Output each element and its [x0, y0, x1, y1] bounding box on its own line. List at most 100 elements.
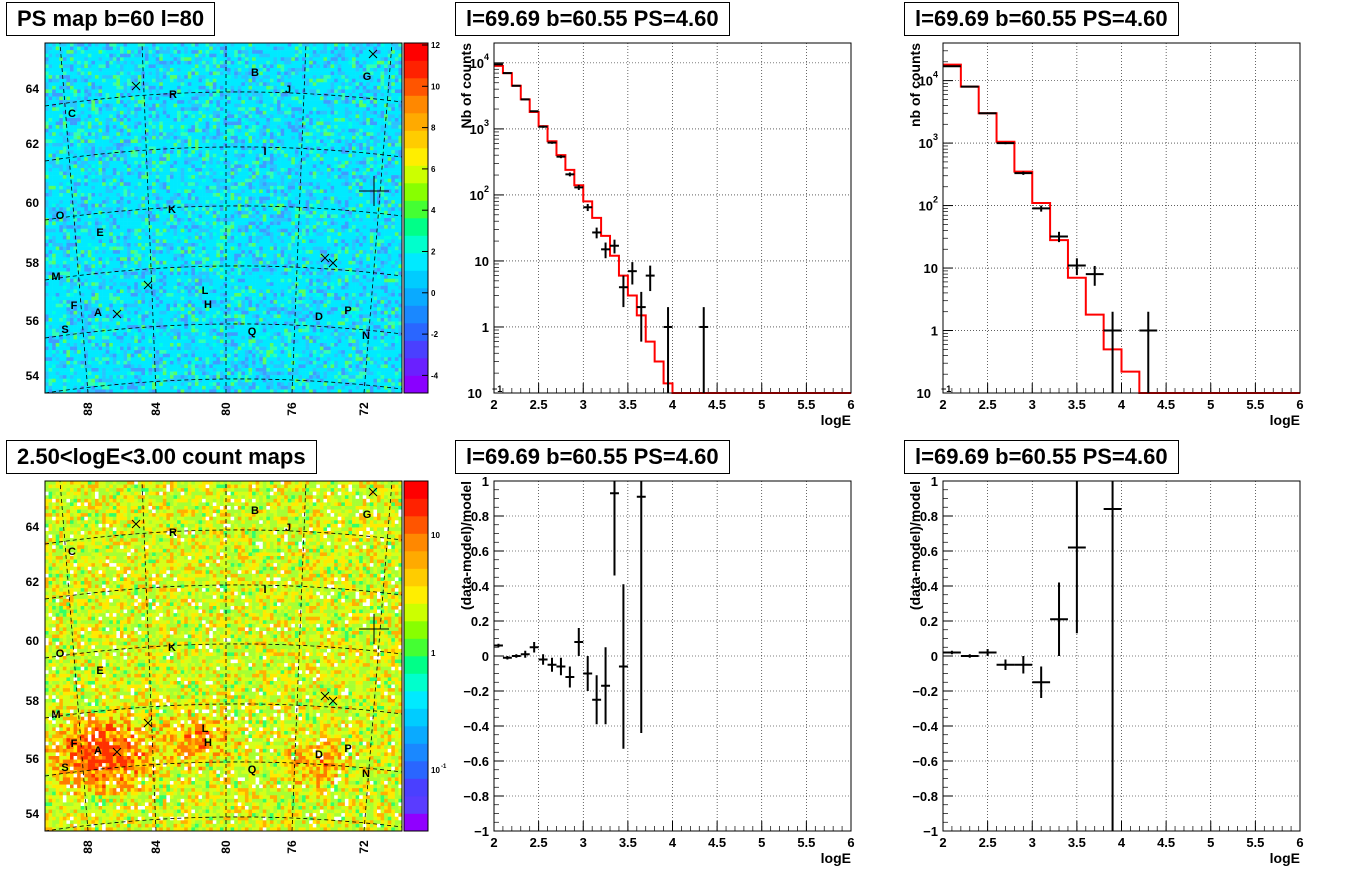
x-axis-label: logE — [1270, 850, 1300, 866]
y-tick-label: −1 — [923, 824, 938, 839]
data-point — [601, 243, 610, 259]
y-tick-label: −0.2 — [912, 684, 938, 699]
data-point — [583, 656, 592, 691]
x-tick-label: 4 — [1118, 835, 1126, 850]
y-axis-label: (data-model)/model — [458, 481, 474, 610]
source-label: J — [285, 522, 291, 534]
data-point — [503, 656, 512, 660]
colorbar — [404, 481, 428, 831]
data-point — [646, 266, 655, 291]
data-point — [997, 142, 1015, 144]
source-label: F — [71, 300, 78, 312]
y-tick-label: 0 — [931, 649, 938, 664]
colorbar-label: 10 — [431, 82, 440, 91]
lon-tick-label: 76 — [285, 402, 299, 416]
heatmap-cells — [45, 481, 402, 831]
data-point — [565, 667, 574, 688]
source-label: P — [344, 743, 351, 755]
data-point — [610, 240, 619, 254]
x-tick-label: 5.5 — [1246, 397, 1264, 412]
source-label: P — [344, 305, 351, 317]
data-point — [961, 654, 979, 658]
y-tick-label: 1 — [482, 320, 489, 335]
x-tick-label: 6 — [847, 397, 854, 412]
data-point — [494, 644, 503, 648]
source-label: K — [168, 642, 176, 654]
data-point — [583, 204, 592, 211]
y-tick-label: −0.6 — [912, 754, 938, 769]
source-label: M — [51, 709, 60, 721]
x-tick-label: 3 — [1029, 397, 1036, 412]
colorbar-label: 12 — [431, 41, 440, 50]
x-axis-label: logE — [821, 850, 851, 866]
data-point — [556, 658, 565, 676]
lat-tick-label: 54 — [26, 807, 40, 821]
x-tick-label: 4 — [669, 835, 677, 850]
colorbar-label: 10 — [431, 766, 440, 775]
data-point — [619, 584, 628, 749]
data-point — [628, 262, 637, 284]
lon-tick-label: 76 — [285, 840, 299, 854]
x-tick-label: 5 — [758, 835, 765, 850]
lon-tick-label: 84 — [149, 840, 163, 854]
source-label: E — [96, 227, 103, 239]
data-point — [1032, 206, 1050, 212]
x-tick-label: 5 — [1207, 397, 1214, 412]
x-tick-label: 2 — [490, 397, 497, 412]
lat-tick-label: 62 — [26, 137, 40, 151]
source-label: D — [315, 749, 323, 761]
source-label: D — [315, 311, 323, 323]
x-tick-label: 3.5 — [619, 835, 637, 850]
lon-tick-label: 88 — [81, 402, 95, 416]
source-label: N — [362, 768, 370, 780]
x-tick-label: 2 — [490, 835, 497, 850]
data-point — [943, 66, 961, 67]
lat-tick-label: 64 — [26, 82, 40, 96]
lat-tick-label: 58 — [26, 256, 40, 270]
y-tick-label: −0.8 — [463, 789, 489, 804]
data-point — [539, 126, 548, 128]
lat-tick-label: 54 — [26, 369, 40, 383]
source-label: S — [61, 762, 68, 774]
x-axis-label: logE — [821, 412, 851, 428]
x-tick-label: 3.5 — [619, 397, 637, 412]
data-point — [574, 628, 583, 656]
lat-tick-label: 56 — [26, 752, 40, 766]
data-point — [521, 99, 530, 100]
data-point — [1014, 656, 1032, 674]
x-tick-label: 5 — [1207, 835, 1214, 850]
lon-tick-label: 72 — [357, 840, 371, 854]
x-tick-label: 4 — [669, 397, 677, 412]
data-point — [494, 64, 503, 65]
data-point — [1050, 583, 1068, 657]
colorbar-label: -1 — [441, 764, 447, 770]
data-point — [943, 651, 961, 655]
data-point — [699, 307, 708, 393]
x-tick-label: 4 — [1118, 397, 1126, 412]
x-tick-label: 2.5 — [979, 397, 997, 412]
x-tick-label: 2.5 — [530, 397, 548, 412]
data-point — [1139, 312, 1157, 393]
heatmap-cells — [45, 43, 402, 393]
data-point — [979, 649, 997, 656]
colorbar-label: 1 — [431, 649, 436, 658]
lon-tick-label: 80 — [219, 840, 233, 854]
source-label: G — [363, 71, 372, 83]
y-tick-label: −0.4 — [912, 719, 938, 734]
source-label: H — [204, 737, 212, 749]
y-axis-label: nb of counts — [907, 43, 923, 127]
data-point — [1032, 667, 1050, 699]
data-point — [512, 85, 521, 86]
x-tick-label: 4.5 — [708, 397, 726, 412]
source-label: R — [169, 89, 177, 101]
colorbar — [404, 43, 428, 393]
source-label: A — [94, 307, 102, 319]
data-point — [512, 654, 521, 658]
colorbar-label: -4 — [431, 371, 439, 380]
source-label: C — [68, 546, 76, 558]
data-point — [592, 675, 601, 724]
source-label: G — [363, 509, 372, 521]
y-tick-label: −0.2 — [463, 684, 489, 699]
